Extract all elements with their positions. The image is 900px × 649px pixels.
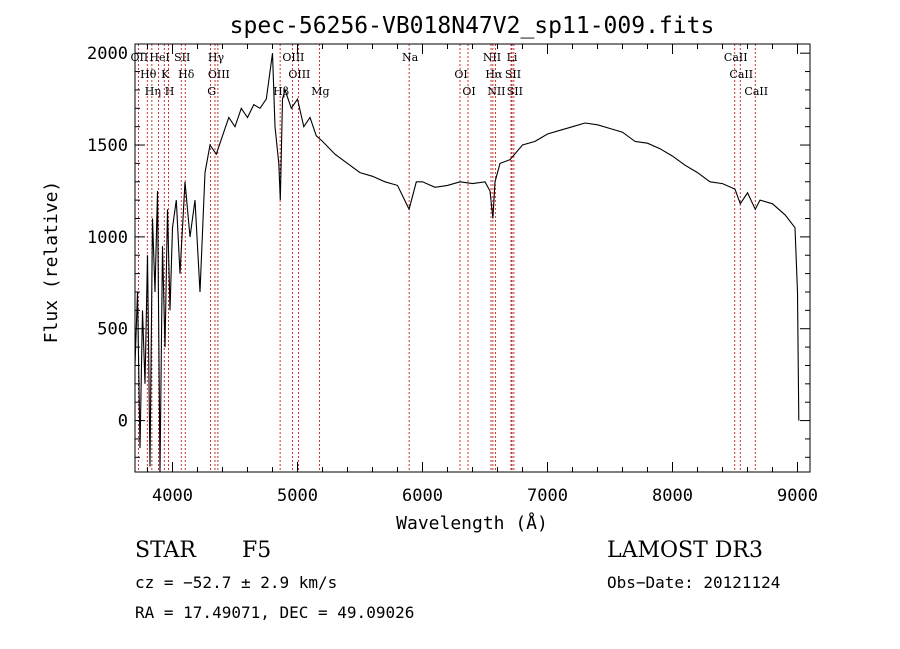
marker-label-9: Hγ: [208, 51, 225, 64]
survey-name: LAMOST DR3: [607, 538, 763, 563]
marker-label-4: K: [161, 68, 170, 81]
marker-label-7: Hδ: [178, 68, 195, 81]
marker-label-1: Hθ: [140, 68, 157, 81]
chart-title: spec-56256-VB018N47V2_sp11-009.fits: [230, 13, 715, 39]
marker-label-12: OIII: [282, 51, 304, 64]
redshift-cz: cz = −52.7 ± 2.9 km/s: [135, 573, 338, 592]
x-tick-label-4: 8000: [652, 486, 693, 506]
marker-label-11: Hβ: [273, 85, 289, 98]
marker-label-23: SII: [507, 85, 523, 98]
marker-label-3: HeI: [149, 51, 169, 64]
plot-frame: [134, 43, 811, 473]
y-tick-label-0: 0: [118, 412, 128, 432]
x-tick-label-3: 7000: [527, 486, 568, 506]
marker-label-10: OIII: [208, 68, 230, 81]
marker-label-5: H: [165, 85, 175, 98]
marker-label-24: CaII: [724, 51, 748, 64]
x-tick-label-1: 5000: [277, 486, 318, 506]
y-tick-label-3: 1500: [87, 136, 128, 156]
y-tick-label-1: 500: [97, 320, 128, 340]
marker-label-16: OI: [454, 68, 467, 81]
marker-label-22: SII: [505, 68, 521, 81]
x-tick-label-2: 6000: [402, 486, 443, 506]
marker-label-17: OI: [462, 85, 475, 98]
x-axis-ticks: 4000 5000 6000 7000 8000 9000: [147, 44, 818, 506]
spectral-line-markers: [137, 44, 756, 472]
marker-label-6: SII: [174, 51, 190, 64]
marker-label-15: Na: [402, 51, 419, 64]
marker-label-25: CaII: [729, 68, 753, 81]
object-subclass: F5: [242, 538, 272, 563]
y-axis-ticks: 0 500 1000 1500 2000: [87, 44, 810, 458]
marker-label-8: G: [207, 85, 216, 98]
observation-date: Obs−Date: 20121124: [607, 573, 781, 592]
marker-label-21: Li: [507, 51, 518, 64]
x-tick-label-0: 4000: [152, 486, 193, 506]
marker-label-26: CaII: [744, 85, 768, 98]
marker-label-13: OIII: [288, 68, 310, 81]
object-class: STAR: [135, 538, 196, 563]
marker-label-20: NII: [487, 85, 505, 98]
x-axis-label: Wavelength (Å): [396, 512, 548, 534]
marker-label-14: Mg: [311, 85, 329, 98]
marker-label-18: NII: [483, 51, 501, 64]
y-axis-label: Flux (relative): [41, 181, 62, 344]
sky-coordinates: RA = 17.49071, DEC = 49.09026: [135, 603, 415, 622]
marker-label-2: Hη: [145, 85, 161, 98]
y-tick-label-2: 1000: [87, 228, 128, 248]
marker-label-19: Hα: [485, 68, 503, 81]
spectral-line-labels: OIIHθHηHeIKHSIIHδGHγOIIIHβOIIIOIIIMgNaOI…: [131, 51, 769, 98]
y-tick-label-4: 2000: [87, 44, 128, 64]
flux-series-line: [134, 53, 800, 473]
x-tick-label-5: 9000: [777, 486, 818, 506]
